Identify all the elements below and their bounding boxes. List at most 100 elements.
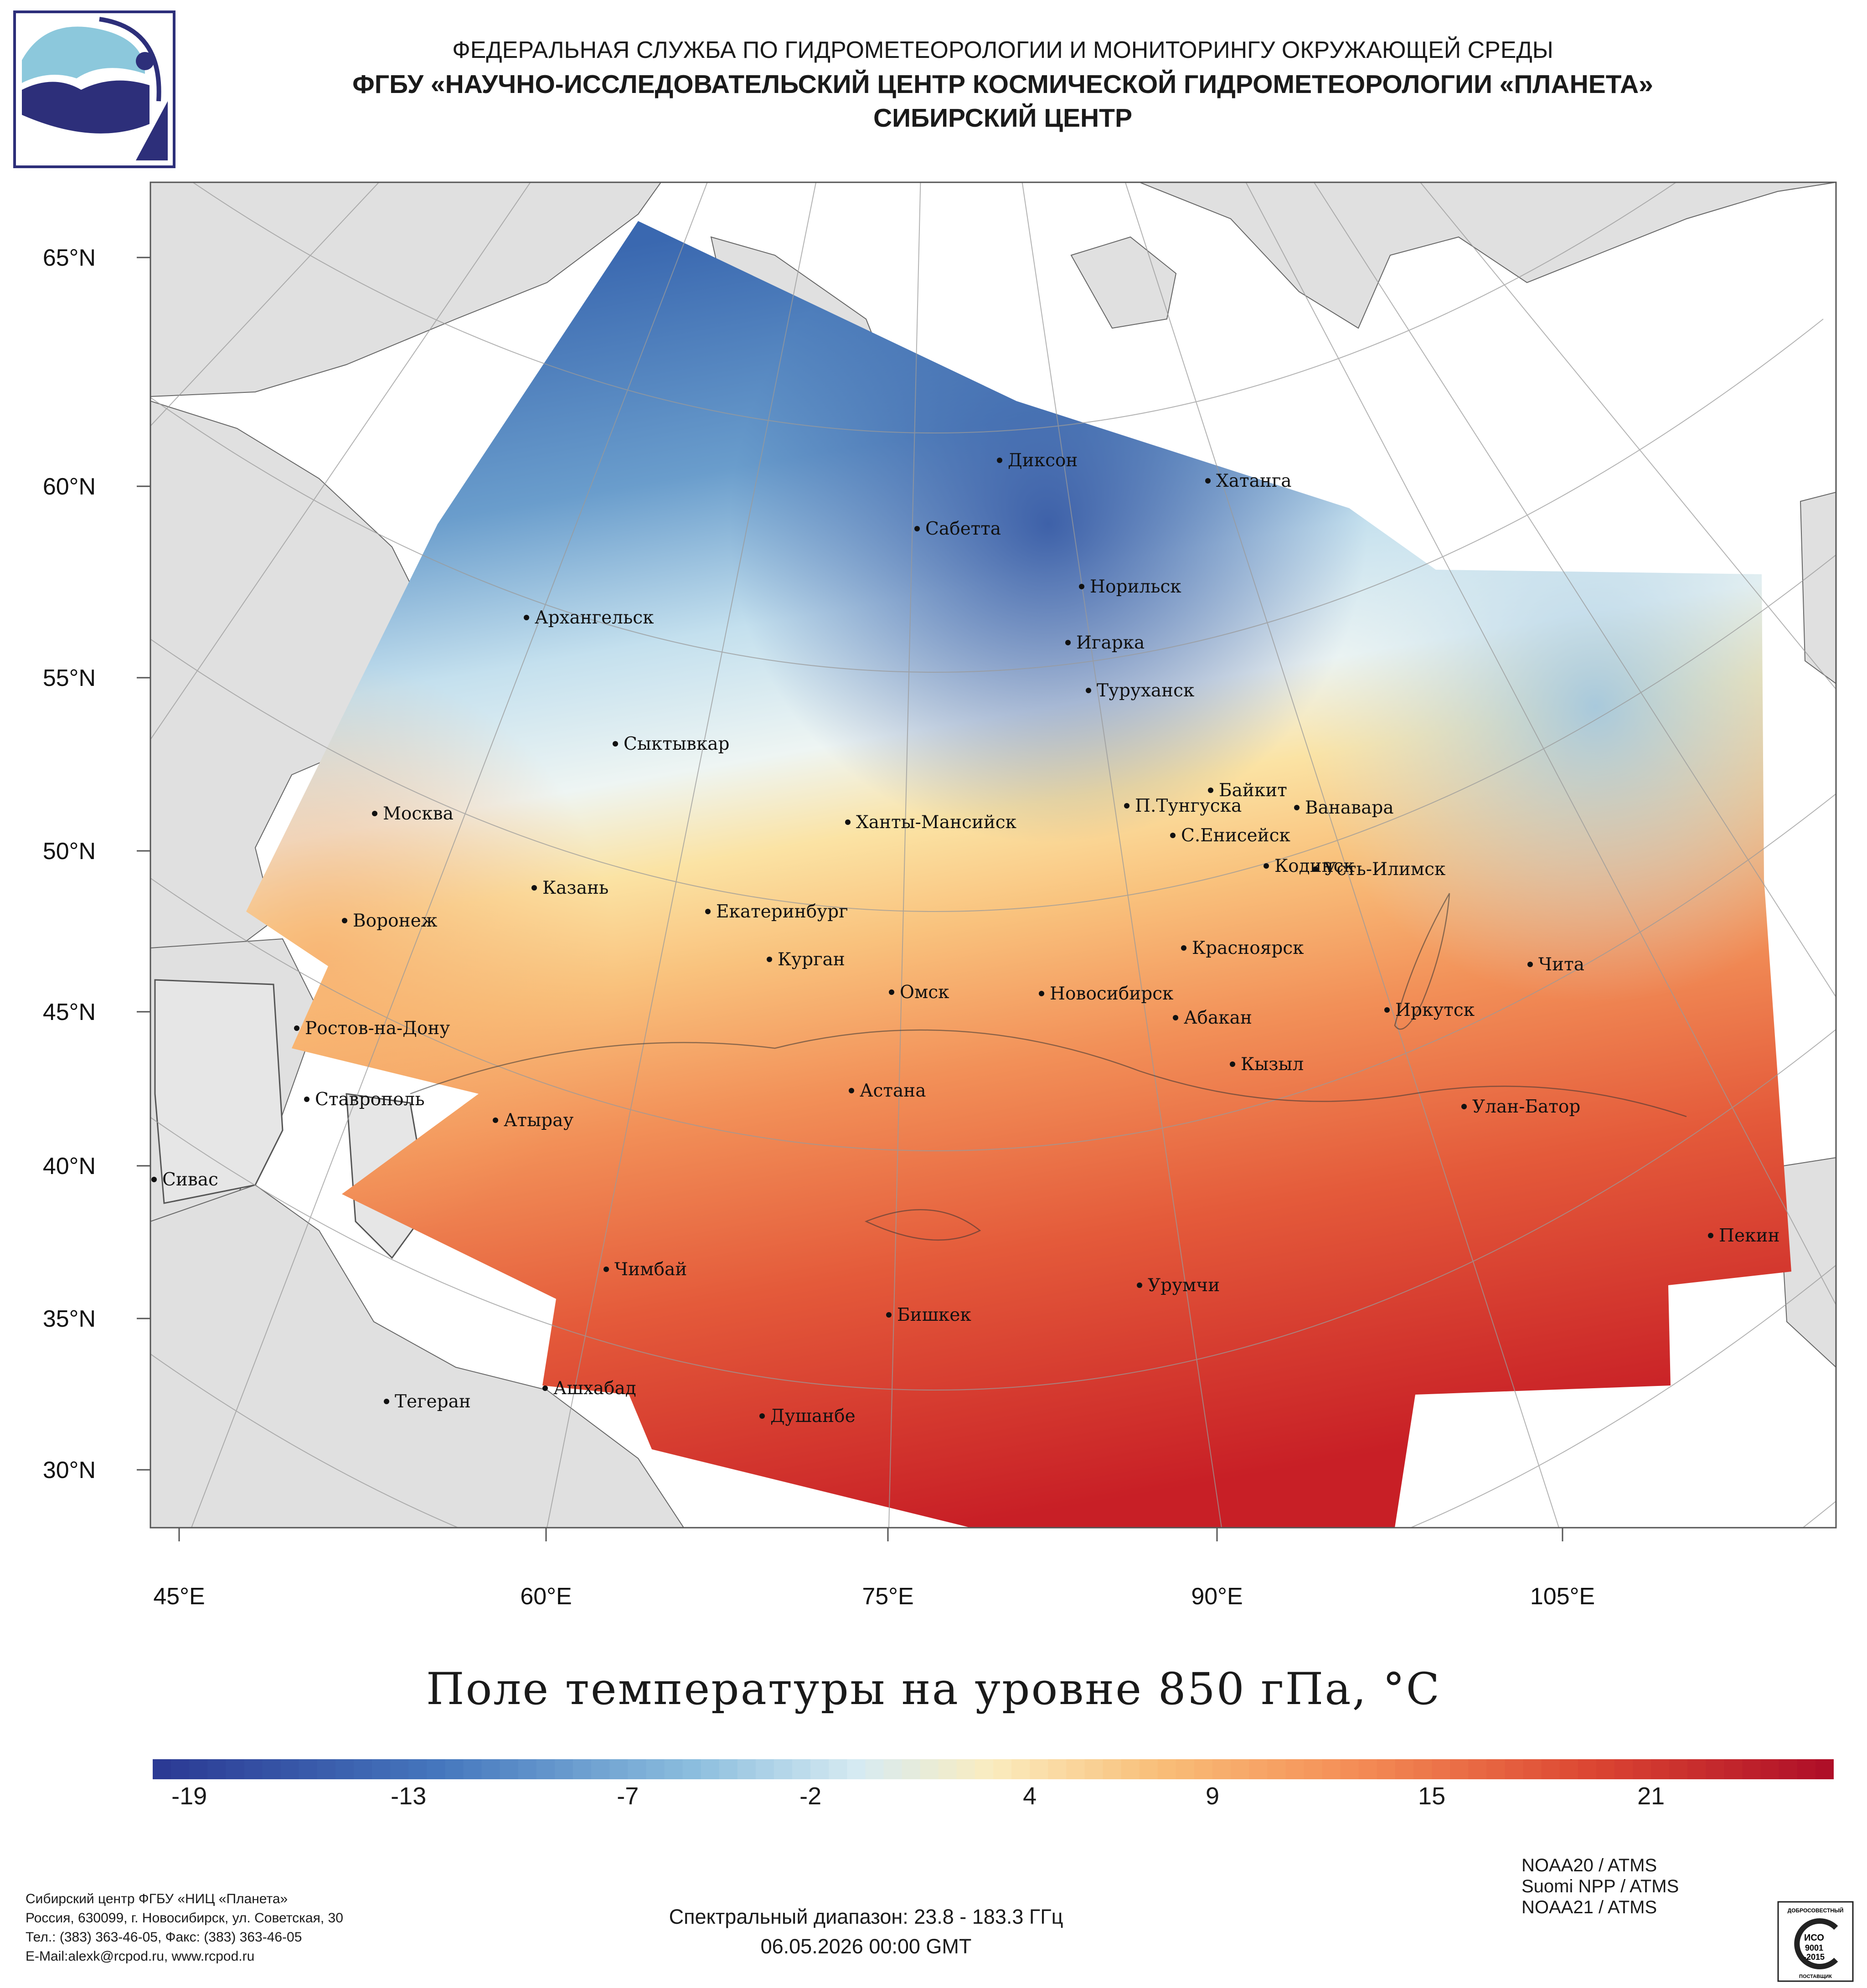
city-label: Новосибирск bbox=[1050, 984, 1173, 1004]
colorbar-cell bbox=[1030, 1759, 1048, 1779]
city-marker: Бишкек bbox=[886, 1305, 971, 1325]
colorbar-cell bbox=[682, 1759, 701, 1779]
colorbar-cell bbox=[628, 1759, 646, 1779]
colorbar-cell bbox=[1468, 1759, 1487, 1779]
city-marker: Красноярск bbox=[1181, 938, 1304, 958]
colorbar-cell bbox=[701, 1759, 720, 1779]
city-dot bbox=[524, 615, 529, 620]
satellite-item: NOAA21 / ATMS bbox=[1521, 1897, 1657, 1917]
city-label: Кодинск bbox=[1274, 856, 1355, 876]
city-label: Улан-Батор bbox=[1472, 1097, 1580, 1117]
colorbar-cell bbox=[1505, 1759, 1524, 1779]
longitude-label: 45°E bbox=[153, 1583, 205, 1610]
colorbar-cell bbox=[847, 1759, 866, 1779]
city-marker: Ванавара bbox=[1294, 798, 1394, 818]
observation-datetime: 06.05.2026 00:00 GMT bbox=[760, 1935, 972, 1958]
latitude-label: 55°N bbox=[43, 665, 96, 691]
colorbar-tick-label: -7 bbox=[617, 1782, 639, 1810]
colorbar-tick-label: 4 bbox=[1023, 1782, 1037, 1810]
city-label: Урумчи bbox=[1148, 1275, 1220, 1296]
colorbar-cell bbox=[226, 1759, 245, 1779]
city-dot bbox=[603, 1267, 609, 1272]
city-marker: Усть-Илимск bbox=[1313, 859, 1445, 880]
colorbar-cell bbox=[1066, 1759, 1085, 1779]
city-label: Иркутск bbox=[1395, 1000, 1475, 1020]
city-marker: Атырау bbox=[493, 1110, 573, 1131]
city-dot bbox=[372, 811, 377, 816]
colorbar-cell bbox=[975, 1759, 994, 1779]
colorbar-cell bbox=[207, 1759, 226, 1779]
colorbar-cell bbox=[244, 1759, 263, 1779]
satellite-list: NOAA20 / ATMS Suomi NPP / ATMS NOAA21 / … bbox=[1521, 1855, 1679, 1918]
city-marker: Абакан bbox=[1173, 1008, 1252, 1028]
city-dot bbox=[1294, 805, 1300, 810]
city-marker: Игарка bbox=[1065, 633, 1145, 653]
city-marker: Астана bbox=[849, 1081, 926, 1101]
colorbar-cell bbox=[463, 1759, 482, 1779]
city-marker: Омск bbox=[889, 982, 949, 1003]
colorbar-cell bbox=[1322, 1759, 1341, 1779]
city-label: Туруханск bbox=[1097, 680, 1194, 701]
city-dot bbox=[151, 1177, 157, 1182]
colorbar-cell bbox=[920, 1759, 939, 1779]
city-marker: Пекин bbox=[1708, 1226, 1779, 1246]
colorbar-cell bbox=[1687, 1759, 1706, 1779]
city-dot bbox=[531, 885, 537, 891]
city-marker: Сабетта bbox=[914, 519, 1001, 539]
contact-line: Россия, 630099, г. Новосибирск, ул. Сове… bbox=[26, 1911, 343, 1926]
city-dot bbox=[1527, 962, 1533, 967]
colorbar-tick-label: 9 bbox=[1206, 1782, 1220, 1810]
colorbar-cell bbox=[1121, 1759, 1140, 1779]
colorbar-tick-label: -19 bbox=[171, 1782, 207, 1810]
colorbar-cell bbox=[755, 1759, 774, 1779]
colorbar-cell bbox=[1103, 1759, 1122, 1779]
longitude-label: 60°E bbox=[520, 1583, 572, 1610]
satellite-item: Suomi NPP / ATMS bbox=[1521, 1876, 1679, 1896]
colorbar-cell bbox=[1486, 1759, 1506, 1779]
city-dot bbox=[1208, 788, 1213, 793]
city-label: Курган bbox=[778, 949, 845, 970]
colorbar-cell bbox=[1706, 1759, 1725, 1779]
longitude-label: 90°E bbox=[1191, 1583, 1243, 1610]
city-dot bbox=[542, 1385, 548, 1391]
city-label: Диксон bbox=[1008, 450, 1078, 471]
latitude-label: 45°N bbox=[43, 999, 96, 1025]
city-dot bbox=[914, 526, 920, 531]
city-marker: Туруханск bbox=[1086, 680, 1194, 701]
city-dot bbox=[1137, 1282, 1142, 1288]
city-label: Воронеж bbox=[353, 911, 438, 931]
city-label: П.Тунгуска bbox=[1135, 796, 1242, 816]
city-dot bbox=[1124, 803, 1129, 809]
colorbar-tick-label: -2 bbox=[799, 1782, 822, 1810]
city-dot bbox=[1264, 863, 1269, 869]
colorbar-cell bbox=[1578, 1759, 1597, 1779]
colorbar-cell bbox=[1340, 1759, 1359, 1779]
colorbar-cell bbox=[829, 1759, 847, 1779]
colorbar-cell bbox=[1596, 1759, 1615, 1779]
city-marker: П.Тунгуска bbox=[1124, 796, 1242, 816]
colorbar bbox=[153, 1759, 1834, 1779]
latitude-label: 50°N bbox=[43, 838, 96, 865]
colorbar-tick-label: 21 bbox=[1637, 1782, 1665, 1810]
city-label: С.Енисейск bbox=[1181, 825, 1290, 846]
city-marker: Москва bbox=[372, 803, 454, 824]
city-dot bbox=[493, 1118, 498, 1123]
city-dot bbox=[613, 741, 618, 747]
city-marker: Иркутск bbox=[1384, 1000, 1475, 1020]
colorbar-cell bbox=[1285, 1759, 1305, 1779]
city-dot bbox=[1230, 1061, 1235, 1067]
colorbar-cell bbox=[427, 1759, 445, 1779]
city-label: Пекин bbox=[1719, 1226, 1779, 1246]
colorbar-cell bbox=[1176, 1759, 1195, 1779]
colorbar-cell bbox=[573, 1759, 592, 1779]
city-dot bbox=[1461, 1104, 1467, 1109]
colorbar-cell bbox=[737, 1759, 756, 1779]
city-label: Бишкек bbox=[897, 1305, 971, 1325]
city-dot bbox=[849, 1088, 854, 1093]
city-label: Ашхабад bbox=[553, 1378, 636, 1399]
colorbar-tick-label: -13 bbox=[391, 1782, 427, 1810]
header-institute: ФГБУ «НАУЧНО-ИССЛЕДОВАТЕЛЬСКИЙ ЦЕНТР КОС… bbox=[352, 70, 1653, 99]
city-marker: Курган bbox=[767, 949, 845, 970]
colorbar-cell bbox=[1304, 1759, 1323, 1779]
city-label: Сивас bbox=[162, 1169, 218, 1190]
